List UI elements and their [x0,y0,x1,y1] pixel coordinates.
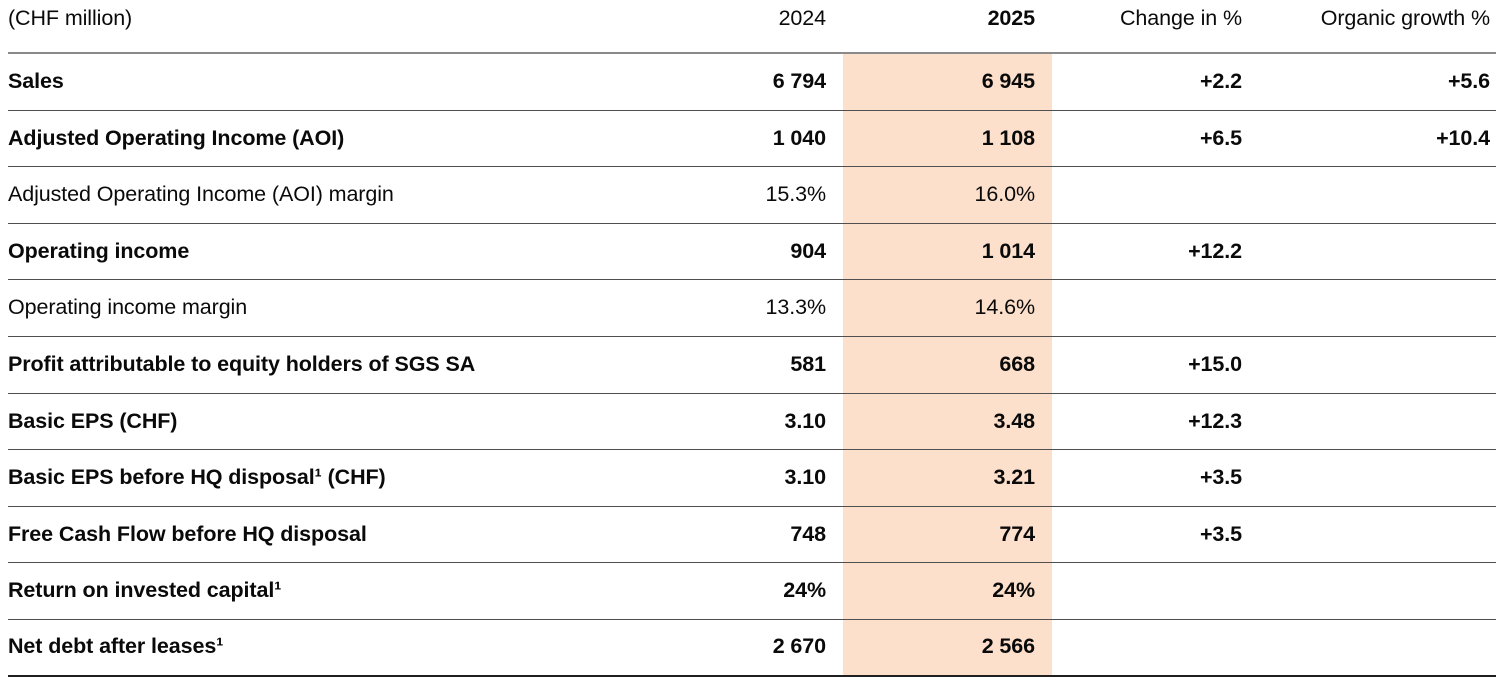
value-2024: 6 794 [772,68,826,93]
value-2024: 904 [790,238,826,263]
table-row: Adjusted Operating Income (AOI) 1 040 1 10… [8,110,1496,168]
value-2024: 1 040 [772,125,826,150]
value-2024: 3.10 [784,408,827,433]
value-change: +6.5 [1199,125,1242,150]
value-change [1052,167,1259,223]
table-row: Net debt after leases¹ 2 670 2 566 [8,619,1496,677]
value-2025: 774 [843,506,1052,563]
row-label: Return on invested capital¹ [8,578,282,603]
value-organic [1259,394,1496,450]
row-label: Basic EPS (CHF) [8,408,178,433]
row-label: Profit attributable to equity holders of… [8,351,476,376]
row-label: Basic EPS before HQ disposal¹ (CHF) [8,465,386,490]
row-label: Net debt after leases¹ [8,634,224,659]
table-row: Operating income 904 1 014 +12.2 [8,223,1496,281]
value-organic [1259,450,1496,506]
table-row: Return on invested capital¹ 24% 24% [8,563,1496,620]
value-change: +3.5 [1199,521,1242,546]
value-organic [1259,563,1496,619]
value-2025: 668 [843,336,1052,393]
value-organic [1259,280,1496,336]
value-organic: +5.6 [1447,68,1490,93]
value-2025: 14.6% [843,280,1052,336]
value-2024: 3.10 [784,465,827,490]
column-header-organic: Organic growth % [1320,6,1490,30]
table-row: Basic EPS before HQ disposal¹ (CHF) 3.10 3… [8,450,1496,507]
value-2024: 24% [783,578,826,603]
value-2024: 13.3% [765,295,827,320]
row-label: Adjusted Operating Income (AOI) [8,125,345,150]
column-header-2025: 2025 [987,6,1036,30]
row-label: Sales [8,68,64,93]
table-row: Basic EPS (CHF) 3.10 3.48 +12.3 [8,393,1496,451]
value-2024: 581 [790,351,826,376]
row-label: Operating income margin [8,295,248,320]
row-label: Operating income [8,238,190,263]
value-change: +3.5 [1199,465,1242,490]
value-change: +15.0 [1188,351,1242,376]
table-header-row: (CHF million) 2024 2025 Change in % Orga… [8,0,1496,54]
value-change [1052,563,1259,619]
column-header-change: Change in % [1119,6,1242,30]
value-2025: 1 014 [843,223,1052,280]
value-2024: 15.3% [765,182,827,207]
value-change [1052,280,1259,336]
value-2025: 1 108 [843,110,1052,167]
table-row: Adjusted Operating Income (AOI) margin 15… [8,167,1496,224]
value-organic [1259,224,1496,280]
row-label: Free Cash Flow before HQ disposal [8,521,367,546]
key-figures-table: (CHF million) 2024 2025 Change in % Orga… [8,0,1496,677]
table-row: Profit attributable to equity holders of… [8,336,1496,394]
value-2025: 2 566 [843,619,1052,675]
row-label: Adjusted Operating Income (AOI) margin [8,182,394,207]
value-organic [1259,167,1496,223]
value-2025: 3.48 [843,393,1052,450]
value-2025: 6 945 [843,54,1052,110]
table-row: Free Cash Flow before HQ disposal 748 774 +… [8,506,1496,564]
value-2024: 748 [790,521,826,546]
unit-label: (CHF million) [8,6,133,30]
table-row: Operating income margin 13.3% 14.6% [8,280,1496,337]
value-organic [1259,337,1496,393]
value-change: +2.2 [1199,68,1242,93]
value-change: +12.3 [1188,408,1242,433]
value-2025: 16.0% [843,167,1052,223]
value-change: +12.2 [1188,238,1242,263]
value-change [1052,620,1259,675]
column-header-2024: 2024 [778,6,827,30]
value-organic [1259,507,1496,563]
table-row: Sales 6 794 6 945 +2.2 +5.6 [8,54,1496,111]
table-body: Sales 6 794 6 945 +2.2 +5.6 Adjusted Operatin… [8,54,1496,677]
value-2025: 24% [843,563,1052,619]
value-organic: +10.4 [1436,125,1490,150]
value-organic [1259,620,1496,675]
value-2024: 2 670 [772,634,826,659]
value-2025: 3.21 [843,450,1052,506]
